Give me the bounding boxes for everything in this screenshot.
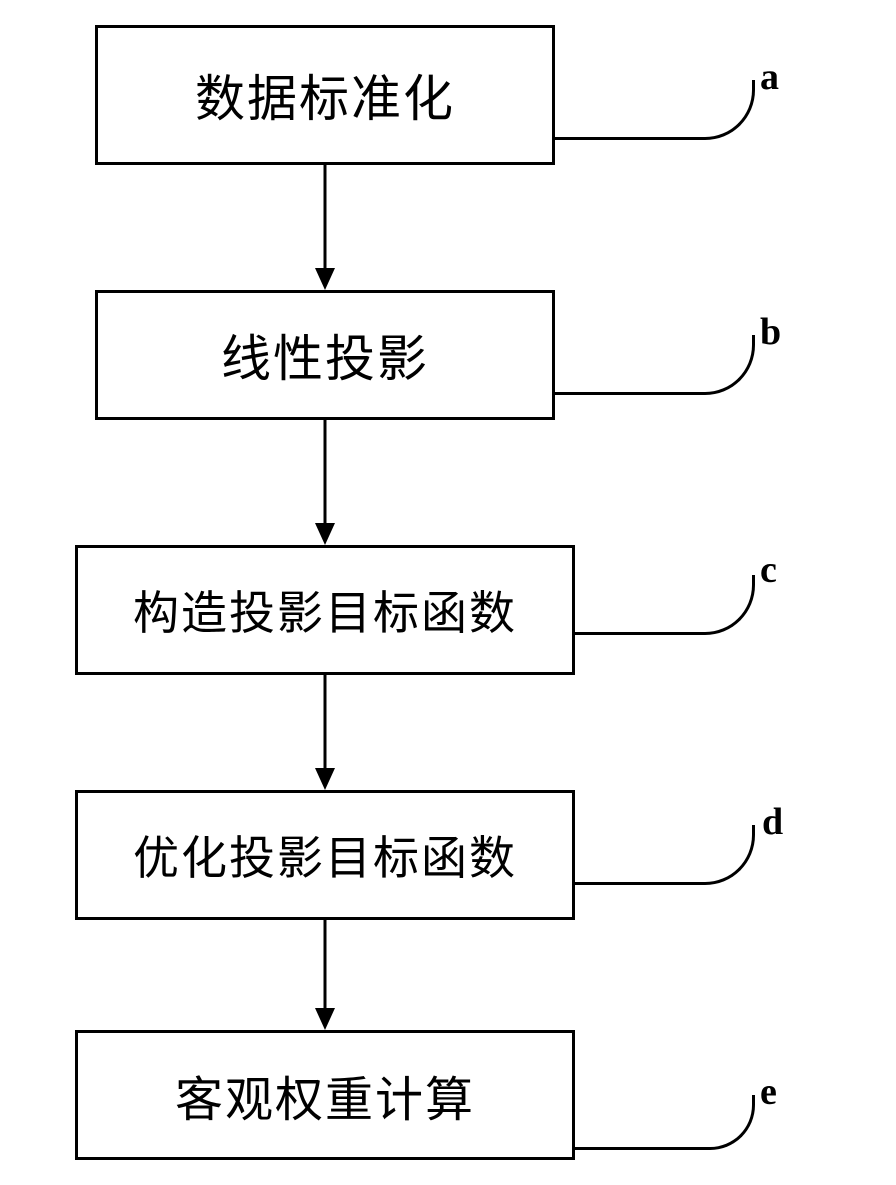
flowchart-canvas: 数据标准化 线性投影 构造投影目标函数 优化投影目标函数 客观权重计算 a b … (0, 0, 896, 1185)
arrowhead-c-d (315, 768, 335, 790)
arrowhead-d-e (315, 1008, 335, 1030)
arrowhead-b-c (315, 523, 335, 545)
flow-arrows (0, 0, 896, 1185)
arrowhead-a-b (315, 268, 335, 290)
